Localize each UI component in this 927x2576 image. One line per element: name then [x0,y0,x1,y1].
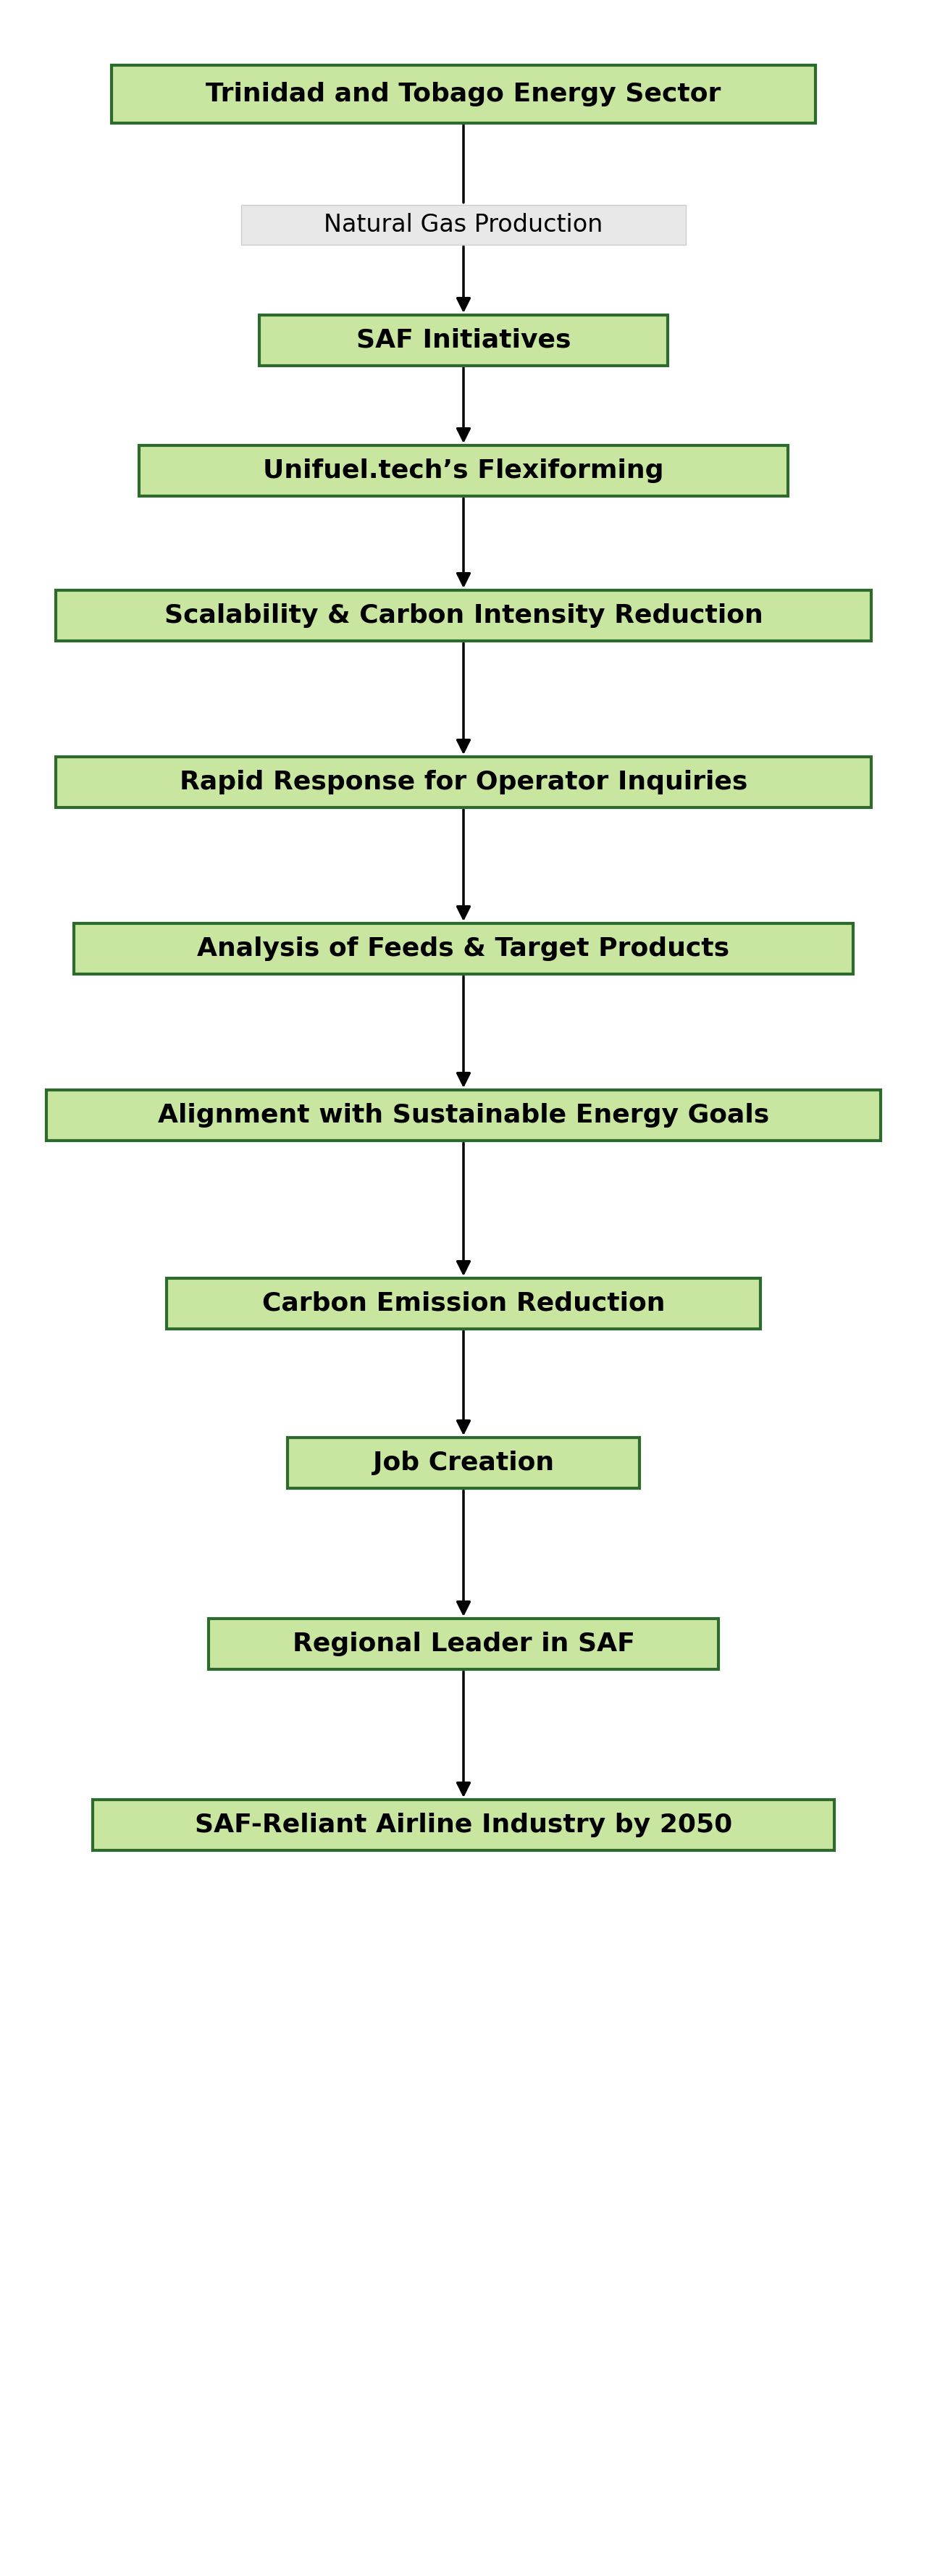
Text: Alignment with Sustainable Energy Goals: Alignment with Sustainable Energy Goals [158,1103,769,1128]
FancyBboxPatch shape [93,1801,834,1850]
FancyBboxPatch shape [260,314,667,366]
FancyBboxPatch shape [241,204,686,245]
Text: SAF-Reliant Airline Industry by 2050: SAF-Reliant Airline Industry by 2050 [195,1814,732,1837]
FancyBboxPatch shape [111,64,816,124]
FancyBboxPatch shape [287,1437,640,1489]
Text: Analysis of Feeds & Target Products: Analysis of Feeds & Target Products [197,938,730,961]
Text: Rapid Response for Operator Inquiries: Rapid Response for Operator Inquiries [180,770,747,793]
Text: Natural Gas Production: Natural Gas Production [324,214,603,237]
Text: SAF Initiatives: SAF Initiatives [356,327,571,353]
Text: Regional Leader in SAF: Regional Leader in SAF [292,1631,635,1656]
Text: Carbon Emission Reduction: Carbon Emission Reduction [262,1291,665,1316]
FancyBboxPatch shape [209,1618,718,1669]
FancyBboxPatch shape [139,446,788,497]
Text: Job Creation: Job Creation [373,1450,554,1476]
FancyBboxPatch shape [56,590,871,641]
FancyBboxPatch shape [167,1278,760,1329]
FancyBboxPatch shape [74,922,853,974]
FancyBboxPatch shape [46,1090,881,1141]
FancyBboxPatch shape [56,757,871,806]
Text: Scalability & Carbon Intensity Reduction: Scalability & Carbon Intensity Reduction [164,603,763,629]
Text: Unifuel.tech’s Flexiforming: Unifuel.tech’s Flexiforming [263,459,664,484]
Text: Trinidad and Tobago Energy Sector: Trinidad and Tobago Energy Sector [206,82,721,106]
